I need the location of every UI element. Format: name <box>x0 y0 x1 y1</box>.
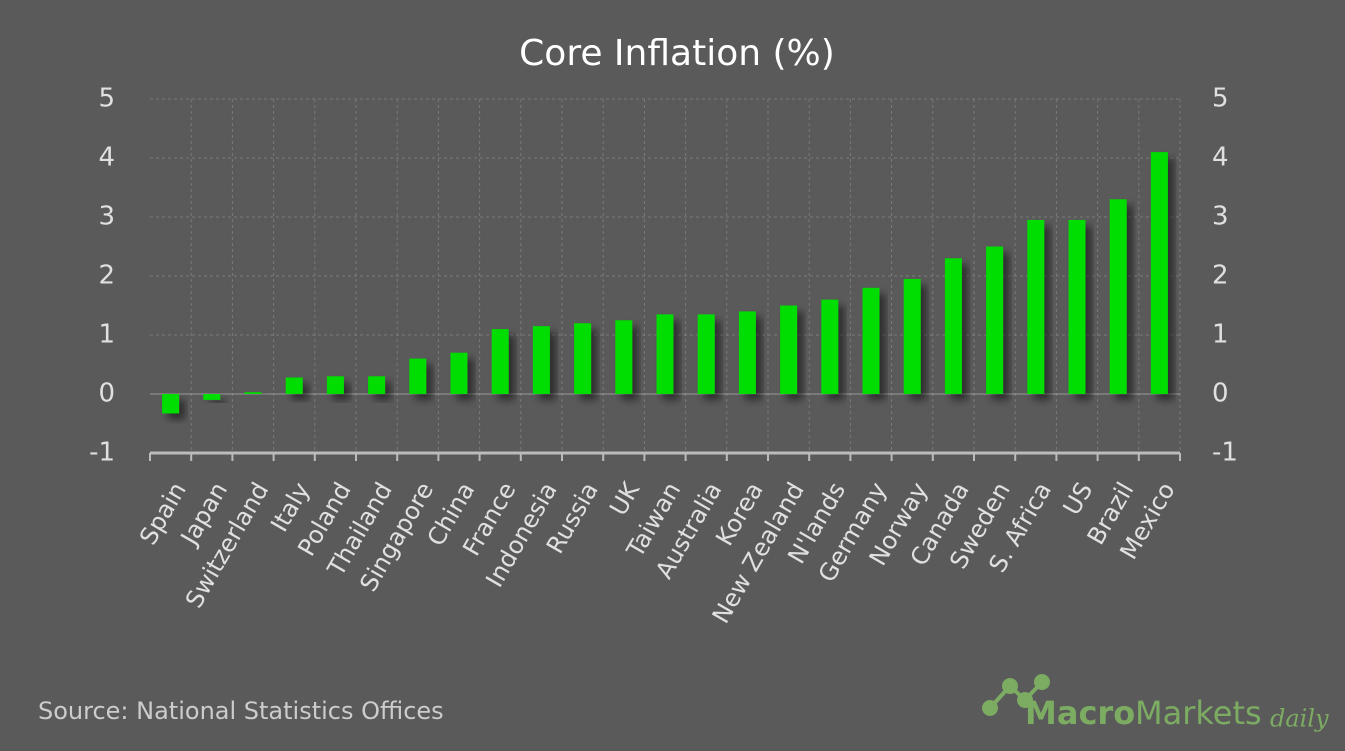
bar <box>162 394 180 414</box>
bar <box>656 314 674 394</box>
bar <box>532 326 550 394</box>
bar <box>986 246 1004 394</box>
bar <box>574 323 592 394</box>
bar <box>1150 152 1168 394</box>
logo-text: daily <box>1270 705 1329 733</box>
logo-text: Macro <box>1025 694 1135 732</box>
y2-tick-label: 3 <box>1212 202 1229 232</box>
logo-icon <box>982 674 1050 716</box>
source-note: Source: National Statistics Offices <box>38 697 444 725</box>
bar <box>780 305 798 394</box>
bar <box>1109 199 1127 394</box>
y-tick-label: 1 <box>98 320 115 350</box>
y2-tick-label: 1 <box>1212 320 1229 350</box>
bar <box>244 392 262 394</box>
bar <box>203 394 221 400</box>
bar <box>862 287 880 394</box>
bar <box>450 352 468 394</box>
y2-tick-label: -1 <box>1212 438 1238 468</box>
y2-tick-label: 5 <box>1212 84 1229 114</box>
bar <box>821 299 839 394</box>
bar <box>697 314 715 394</box>
bar <box>1068 219 1086 394</box>
y-tick-label: 4 <box>98 143 115 173</box>
bar <box>491 329 509 394</box>
y-tick-label: 0 <box>98 379 115 409</box>
y-tick-label: 3 <box>98 202 115 232</box>
y-tick-label: -1 <box>89 438 115 468</box>
y2-tick-label: 4 <box>1212 143 1229 173</box>
bar <box>944 258 962 394</box>
logo: Macro Markets daily <box>982 674 1329 733</box>
bar <box>326 376 344 394</box>
y-tick-label: 2 <box>98 261 115 291</box>
bar <box>738 311 756 394</box>
bar <box>285 377 303 394</box>
bar <box>1027 219 1045 394</box>
logo-text: Markets <box>1135 694 1262 732</box>
y-tick-label: 5 <box>98 84 115 114</box>
bar <box>615 320 633 394</box>
y2-tick-label: 0 <box>1212 379 1229 409</box>
y2-tick-label: 2 <box>1212 261 1229 291</box>
bar <box>409 358 427 394</box>
bar <box>368 376 386 394</box>
bar <box>903 278 921 394</box>
chart-title: Core Inflation (%) <box>519 33 835 74</box>
